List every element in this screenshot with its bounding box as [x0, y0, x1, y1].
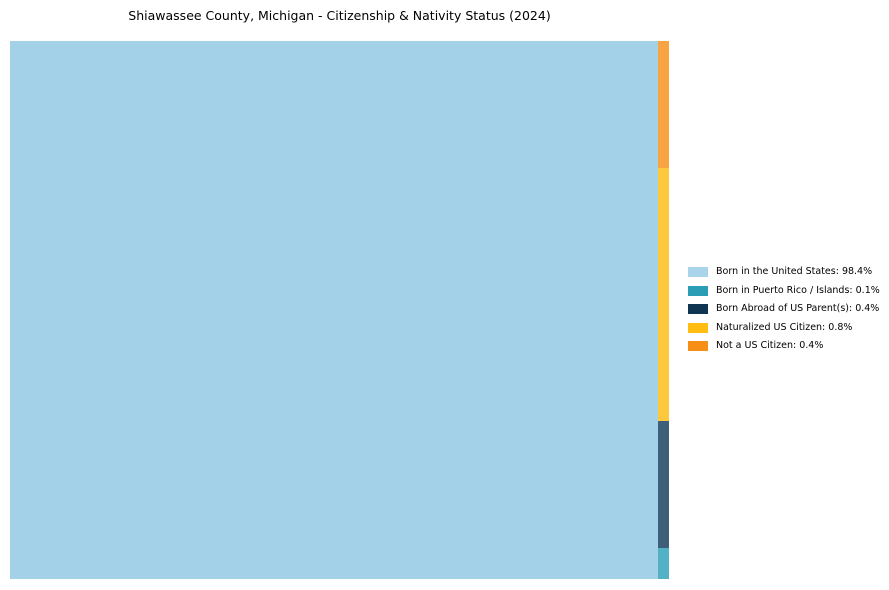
legend: Born in the United States: 98.4% Born in … [688, 267, 880, 360]
treemap [10, 41, 669, 579]
treemap-segment-born-in-the-united-states [10, 41, 658, 579]
treemap-segment-not-a-us-citizen [658, 41, 669, 168]
legend-label-born-in-puerto-rico-islands: Born in Puerto Rico / Islands: 0.1% [716, 284, 880, 296]
legend-label-naturalized-us-citizen: Naturalized US Citizen: 0.8% [716, 321, 853, 333]
legend-item-not-a-us-citizen: Not a US Citizen: 0.4% [688, 340, 880, 352]
treemap-segment-born-abroad-of-us-parent-s [658, 421, 669, 548]
legend-label-born-abroad-of-us-parent-s: Born Abroad of US Parent(s): 0.4% [716, 303, 880, 315]
legend-label-born-in-the-united-states: Born in the United States: 98.4% [716, 266, 873, 277]
legend-swatch-born-in-puerto-rico-islands [688, 285, 708, 296]
legend-item-born-in-the-united-states: Born in the United States: 98.4% [688, 267, 880, 277]
treemap-segment-naturalized-us-citizen [658, 168, 669, 421]
legend-label-not-a-us-citizen: Not a US Citizen: 0.4% [716, 340, 824, 352]
legend-swatch-born-in-the-united-states [688, 267, 708, 277]
legend-swatch-not-a-us-citizen [688, 341, 708, 352]
legend-item-naturalized-us-citizen: Naturalized US Citizen: 0.8% [688, 321, 880, 333]
legend-swatch-naturalized-us-citizen [688, 322, 708, 333]
legend-item-born-abroad-of-us-parent-s: Born Abroad of US Parent(s): 0.4% [688, 303, 880, 315]
legend-item-born-in-puerto-rico-islands: Born in Puerto Rico / Islands: 0.1% [688, 284, 880, 296]
treemap-segment-born-in-puerto-rico-islands [658, 548, 669, 579]
legend-swatch-born-abroad-of-us-parent-s [688, 304, 708, 315]
chart-title: Shiawassee County, Michigan - Citizenshi… [128, 8, 551, 23]
